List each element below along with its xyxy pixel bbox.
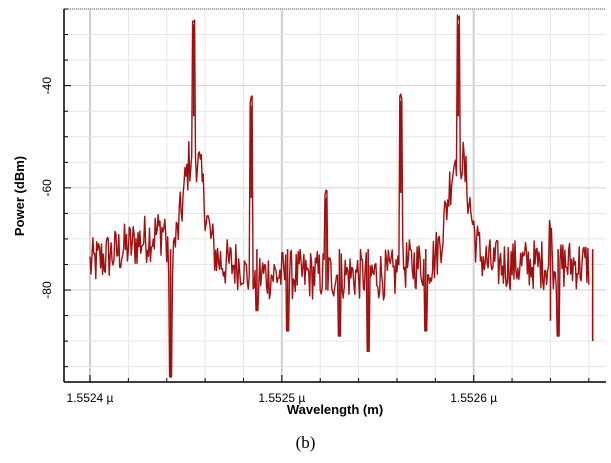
- tick-labels: 1.5524 µ 1.5525 µ 1.5526 µ -40 -60 -80: [40, 77, 497, 405]
- axes: [63, 8, 606, 383]
- plot-area: [64, 9, 606, 382]
- y-axis-title: Power (dBm): [12, 156, 27, 236]
- figure-caption: (b): [295, 433, 316, 452]
- ticks: [64, 8, 590, 382]
- x-axis-title: Wavelength (m): [287, 402, 383, 417]
- y-tick-label: -80: [40, 281, 54, 299]
- x-tick-label: 1.5526 µ: [450, 391, 497, 405]
- series-power: [89, 14, 594, 378]
- y-tick-label: -40: [40, 77, 54, 95]
- x-tick-label: 1.5524 µ: [67, 391, 114, 405]
- x-tick-label: 1.5525 µ: [258, 391, 305, 405]
- y-tick-label: -60: [40, 179, 54, 197]
